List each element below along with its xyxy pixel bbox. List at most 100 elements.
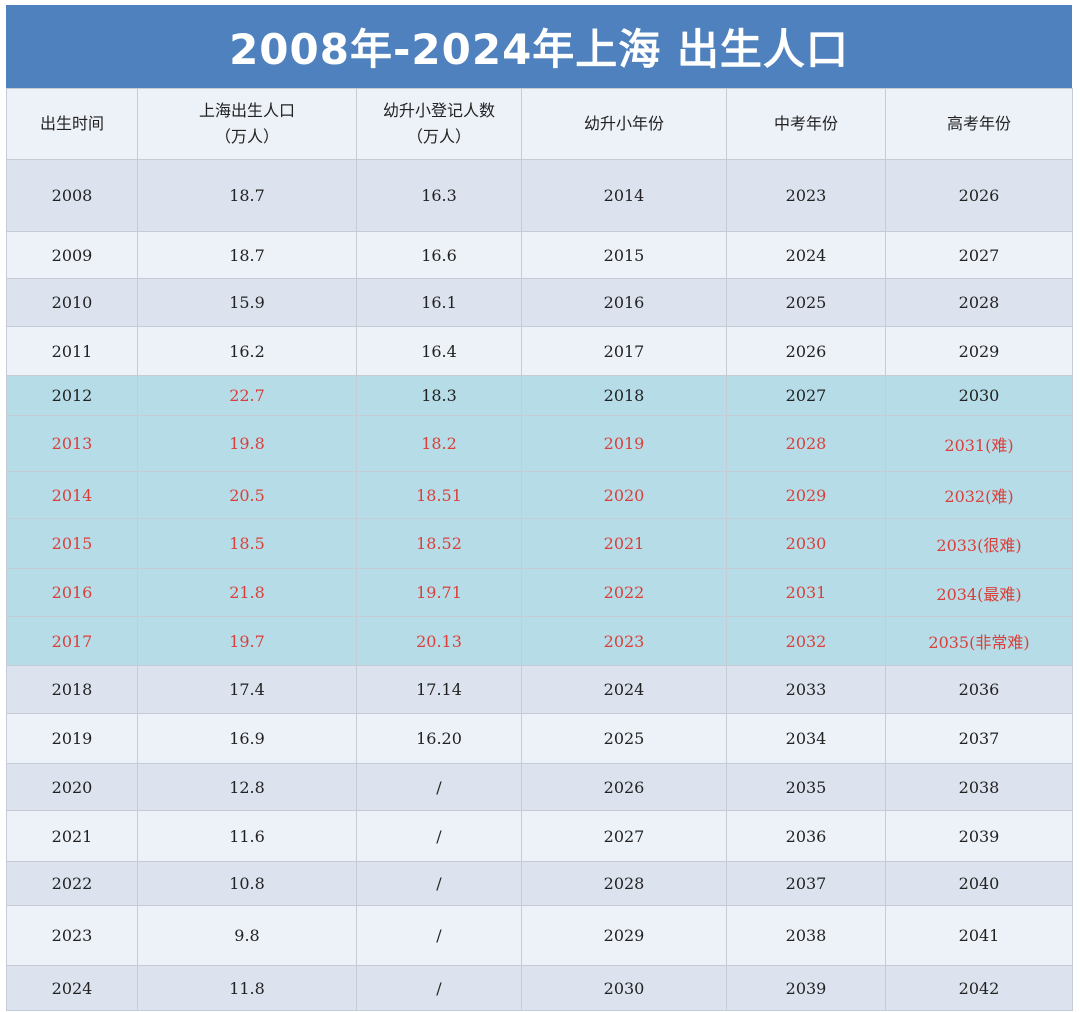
table-row: 2016 21.8 19.71 2022 2031 2034(最难) (6, 568, 1073, 617)
cell-gaokao-year: 2032(难) (885, 471, 1073, 519)
cell-gaokao-year: 2035(非常难) (885, 616, 1073, 666)
table-row: 2018 17.4 17.14 2024 2033 2036 (6, 665, 1073, 714)
cell-births: 17.4 (137, 665, 357, 714)
cell-registrations: 16.6 (356, 231, 522, 279)
cell-gaokao-year: 2033(很难) (885, 518, 1073, 569)
cell-births: 21.8 (137, 568, 357, 617)
cell-primary-year: 2023 (521, 616, 727, 666)
cell-birth-year: 2024 (6, 965, 138, 1011)
cell-primary-year: 2021 (521, 518, 727, 569)
cell-registrations: 16.1 (356, 278, 522, 327)
cell-births: 12.8 (137, 763, 357, 811)
cell-primary-year: 2015 (521, 231, 727, 279)
cell-primary-year: 2028 (521, 861, 727, 906)
cell-zhongkao-year: 2030 (726, 518, 886, 569)
cell-primary-year: 2029 (521, 905, 727, 966)
cell-births: 16.9 (137, 713, 357, 764)
cell-gaokao-year: 2034(最难) (885, 568, 1073, 617)
cell-gaokao-year: 2037 (885, 713, 1073, 764)
cell-zhongkao-year: 2036 (726, 810, 886, 862)
cell-registrations: / (356, 810, 522, 862)
table-row: 2010 15.9 16.1 2016 2025 2028 (6, 278, 1073, 327)
cell-registrations: 16.3 (356, 159, 522, 232)
cell-births: 18.7 (137, 159, 357, 232)
cell-birth-year: 2020 (6, 763, 138, 811)
table-row: 2011 16.2 16.4 2017 2026 2029 (6, 326, 1073, 376)
cell-zhongkao-year: 2039 (726, 965, 886, 1011)
cell-zhongkao-year: 2033 (726, 665, 886, 714)
cell-births: 11.6 (137, 810, 357, 862)
cell-registrations: 19.71 (356, 568, 522, 617)
cell-gaokao-year: 2039 (885, 810, 1073, 862)
cell-registrations: / (356, 965, 522, 1011)
table-row: 2021 11.6/2027 2036 2039 (6, 810, 1073, 862)
cell-births: 22.7 (137, 375, 357, 416)
cell-registrations: / (356, 763, 522, 811)
cell-primary-year: 2018 (521, 375, 727, 416)
cell-birth-year: 2017 (6, 616, 138, 666)
cell-gaokao-year: 2030 (885, 375, 1073, 416)
cell-zhongkao-year: 2029 (726, 471, 886, 519)
header-zhongkao-year: 中考年份 (726, 88, 886, 160)
cell-primary-year: 2027 (521, 810, 727, 862)
cell-birth-year: 2023 (6, 905, 138, 966)
cell-primary-year: 2014 (521, 159, 727, 232)
cell-births: 19.7 (137, 616, 357, 666)
cell-primary-year: 2026 (521, 763, 727, 811)
cell-gaokao-year: 2038 (885, 763, 1073, 811)
cell-zhongkao-year: 2028 (726, 415, 886, 472)
header-row: 出生时间 上海出生人口 （万人） 幼升小登记人数 （万人） 幼升小年份 中考年份 高… (6, 88, 1073, 160)
cell-births: 15.9 (137, 278, 357, 327)
cell-zhongkao-year: 2032 (726, 616, 886, 666)
cell-gaokao-year: 2040 (885, 861, 1073, 906)
cell-primary-year: 2022 (521, 568, 727, 617)
cell-registrations: 18.3 (356, 375, 522, 416)
header-birth-year: 出生时间 (6, 88, 138, 160)
cell-primary-year: 2016 (521, 278, 727, 327)
header-births: 上海出生人口 （万人） (137, 88, 357, 160)
cell-primary-year: 2030 (521, 965, 727, 1011)
cell-zhongkao-year: 2037 (726, 861, 886, 906)
cell-gaokao-year: 2029 (885, 326, 1073, 376)
header-primary-year: 幼升小年份 (521, 88, 727, 160)
cell-zhongkao-year: 2026 (726, 326, 886, 376)
table-row: 2014 20.5 18.51 2020 2029 2032(难) (6, 471, 1073, 519)
cell-primary-year: 2020 (521, 471, 727, 519)
cell-births: 10.8 (137, 861, 357, 906)
cell-primary-year: 2017 (521, 326, 727, 376)
cell-birth-year: 2014 (6, 471, 138, 519)
cell-registrations: 18.51 (356, 471, 522, 519)
cell-birth-year: 2018 (6, 665, 138, 714)
cell-birth-year: 2010 (6, 278, 138, 327)
cell-gaokao-year: 2027 (885, 231, 1073, 279)
cell-gaokao-year: 2041 (885, 905, 1073, 966)
page-title: 2008年-2024年上海 出生人口 (6, 5, 1072, 88)
cell-registrations: 18.2 (356, 415, 522, 472)
birth-population-table: 出生时间 上海出生人口 （万人） 幼升小登记人数 （万人） 幼升小年份 中考年份 高… (6, 88, 1073, 1011)
cell-registrations: 18.52 (356, 518, 522, 569)
cell-births: 16.2 (137, 326, 357, 376)
table-row: 2017 19.7 20.13 2023 2032 2035(非常难) (6, 616, 1073, 666)
table-row: 2012 22.7 18.3 2018 2027 2030 (6, 375, 1073, 416)
cell-births: 9.8 (137, 905, 357, 966)
cell-births: 18.5 (137, 518, 357, 569)
cell-primary-year: 2024 (521, 665, 727, 714)
cell-primary-year: 2019 (521, 415, 727, 472)
cell-gaokao-year: 2026 (885, 159, 1073, 232)
cell-registrations: / (356, 861, 522, 906)
header-gaokao-year: 高考年份 (885, 88, 1073, 160)
table-row: 2009 18.7 16.6 2015 2024 2027 (6, 231, 1073, 279)
cell-registrations: / (356, 905, 522, 966)
cell-births: 20.5 (137, 471, 357, 519)
table-row: 2024 11.8/2030 2039 2042 (6, 965, 1073, 1011)
cell-births: 11.8 (137, 965, 357, 1011)
cell-registrations: 16.4 (356, 326, 522, 376)
cell-birth-year: 2019 (6, 713, 138, 764)
cell-birth-year: 2008 (6, 159, 138, 232)
cell-primary-year: 2025 (521, 713, 727, 764)
cell-zhongkao-year: 2035 (726, 763, 886, 811)
cell-birth-year: 2012 (6, 375, 138, 416)
cell-zhongkao-year: 2024 (726, 231, 886, 279)
cell-registrations: 16.20 (356, 713, 522, 764)
cell-gaokao-year: 2031(难) (885, 415, 1073, 472)
